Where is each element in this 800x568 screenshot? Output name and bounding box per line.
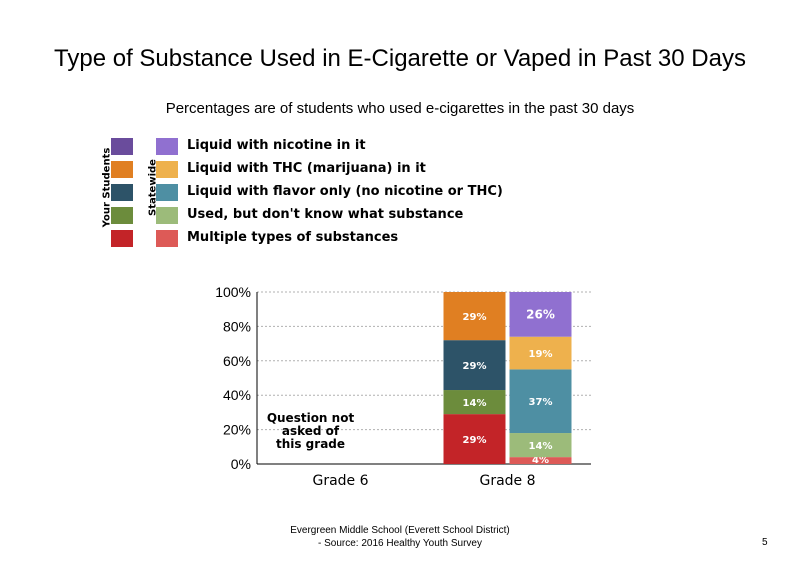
page-number: 5 <box>762 537 768 548</box>
bar-segment <box>443 390 506 415</box>
y-tick-label: 20% <box>223 422 251 438</box>
legend: Your Students Statewide Liquid with nico… <box>96 138 556 250</box>
legend-swatch-state <box>156 138 178 155</box>
data-label: 37% <box>529 397 553 408</box>
y-tick-label: 0% <box>231 456 251 472</box>
data-label: 14% <box>463 398 487 409</box>
legend-swatch-state <box>156 184 178 201</box>
x-tick-label: Grade 6 <box>312 473 368 489</box>
legend-swatch-state <box>156 230 178 247</box>
bar-segment <box>509 457 572 464</box>
legend-label: Liquid with nicotine in it <box>187 138 366 153</box>
legend-swatch-school <box>111 207 133 224</box>
y-tick-label: 80% <box>223 318 251 334</box>
annotation-text: this grade <box>276 437 345 451</box>
legend-swatch-school <box>111 161 133 178</box>
bar-segment <box>509 292 572 337</box>
chart-subtitle: Percentages are of students who used e-c… <box>165 100 635 117</box>
x-tick-label: Grade 8 <box>479 473 535 489</box>
bar-segment <box>509 433 572 458</box>
legend-label: Multiple types of substances <box>187 230 399 245</box>
legend-swatch-state <box>156 207 178 224</box>
bar-segment <box>443 292 506 341</box>
data-label: 29% <box>463 312 487 323</box>
footer-source: - Source: 2016 Healthy Youth Survey <box>318 538 482 549</box>
bar-segment <box>509 369 572 434</box>
footer-school: Evergreen Middle School (Everett School … <box>290 525 510 536</box>
stacked-bar-chart: 0% 20% 40% 60% 80% 100% Grade 6 Question notask… <box>215 284 591 489</box>
y-tick-label: 40% <box>223 387 251 403</box>
chart-title: Type of Substance Used in E-Cigarette or… <box>54 45 746 72</box>
legend-label: Liquid with flavor only (no nicotine or … <box>187 184 503 199</box>
legend-swatch-school <box>111 138 133 155</box>
annotation-text: Question not <box>267 411 355 425</box>
data-label: 4% <box>532 455 549 466</box>
bar-segment <box>443 414 506 464</box>
footer: Evergreen Middle School (Everett School … <box>200 524 600 550</box>
legend-swatch-school <box>111 230 133 247</box>
bar-segment <box>443 340 506 391</box>
data-label: 26% <box>526 307 555 321</box>
data-label: 29% <box>463 361 487 372</box>
y-tick-label: 60% <box>223 353 251 369</box>
legend-label: Liquid with THC (marijuana) in it <box>187 161 426 176</box>
legend-swatch-state <box>156 161 178 178</box>
data-label: 14% <box>529 441 553 452</box>
data-label: 19% <box>529 349 553 360</box>
data-label: 29% <box>463 435 487 446</box>
legend-swatch-school <box>111 184 133 201</box>
legend-label: Used, but don't know what substance <box>187 207 464 222</box>
annotation-text: asked of <box>282 424 340 438</box>
bar-segment <box>509 336 572 370</box>
y-tick-label: 100% <box>215 284 251 300</box>
